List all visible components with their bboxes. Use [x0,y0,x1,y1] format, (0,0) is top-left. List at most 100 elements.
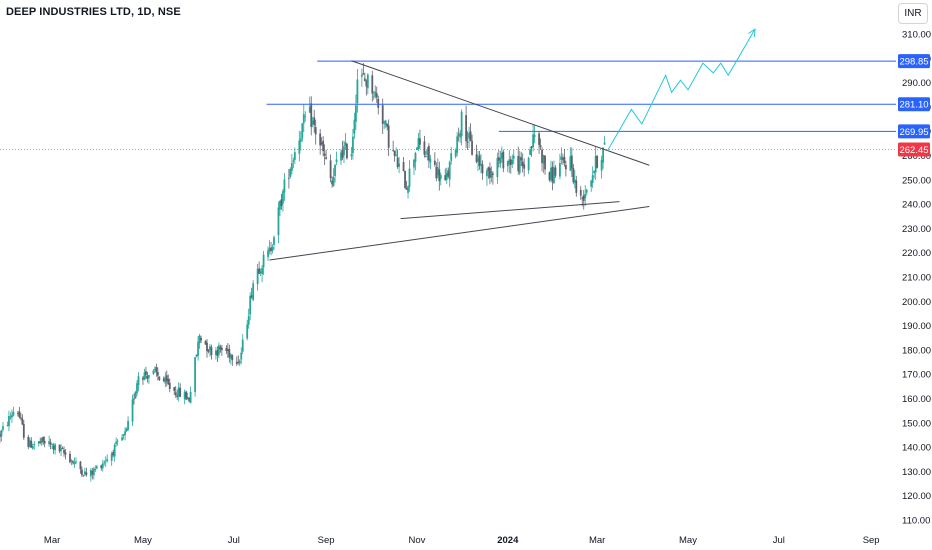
candle-body [366,74,369,89]
candle-body [52,445,55,450]
candle-body [40,438,43,443]
candle-body [146,375,149,379]
candle-body [594,156,597,173]
candle-body [237,361,240,363]
candle-body [346,143,348,159]
candle-body [393,150,396,156]
candle-body [426,149,429,155]
candle-body [58,444,61,452]
candle-body [100,465,103,469]
candle-body [445,173,448,180]
candle-body [155,366,158,373]
candle-body [372,96,375,98]
candle-body [216,350,219,356]
candle-body [497,157,500,161]
candle-body [360,74,363,77]
candle-body [454,150,457,157]
candle-body [106,459,109,461]
candle-body [600,159,603,171]
candle-body [241,339,244,352]
candle-body [137,376,140,386]
candle-body [353,119,356,134]
candle-body [511,159,514,164]
candle-body [290,163,293,171]
candle-body [268,248,271,252]
candle-body [270,247,272,251]
price-badge [898,54,930,69]
candle-body [0,430,3,437]
candle-body [104,461,107,463]
price-badge [898,142,930,157]
candle-body [603,142,606,145]
y-tick-label: 120.00 [902,491,931,502]
candle-body [581,197,584,199]
candle-body [582,195,585,201]
candle-body [499,157,502,164]
candle-body [179,387,182,397]
candle-body [381,105,384,124]
price-badge-label: 262.45 [899,145,928,156]
candle-body [12,411,15,416]
candle-body [457,134,460,136]
candle-body [43,440,46,444]
candle-body [299,138,302,142]
trendline[interactable] [351,60,650,166]
candle-body [325,157,328,159]
candle-body [459,133,462,138]
candle-body [79,461,82,470]
candle-body [500,152,503,159]
candle-body [228,348,231,358]
candle-body [247,316,250,325]
candle-body [277,207,280,236]
candle-body [313,117,316,125]
candle-body [125,428,128,432]
candle-body [302,114,305,124]
candle-body [82,475,85,477]
candle-body [250,295,253,298]
candle-body [95,466,98,469]
candle-body [311,120,314,125]
candle-body [158,376,161,380]
candle-body [115,441,118,445]
candle-body [584,193,587,199]
x-tick-label: Jul [773,535,785,546]
candle-body [392,149,395,151]
currency-button[interactable]: INR [898,3,928,24]
candle-body [183,392,186,399]
y-tick-label: 130.00 [902,467,931,478]
x-axis[interactable]: Mar May Jul Sep Nov 2024 Mar May Jul Sep [44,535,880,546]
candle-body [343,146,345,156]
candle-body [560,156,563,160]
candle-body [103,462,106,464]
candle-body [122,434,125,436]
candle-body [219,346,222,350]
candle-body [469,131,472,141]
candle-body [127,420,129,430]
candle-body [136,383,138,394]
candle-body [2,426,4,430]
candle-body [215,350,217,356]
candle-body [42,436,45,442]
candle-body [283,179,286,193]
candle-body [92,468,95,476]
candle-body [134,391,137,399]
candle-body [352,136,354,154]
trendline[interactable] [269,206,650,261]
candle-body [492,173,494,175]
candle-body [218,345,220,355]
projection-path[interactable] [607,28,756,151]
y-tick-label: 200.00 [902,297,931,308]
candle-body [72,461,74,463]
candle-body [602,147,605,163]
x-tick-label: Mar [44,535,60,546]
candle-body [548,172,551,181]
candle-body [142,377,144,380]
candle-body [407,186,409,193]
candle-body [570,155,573,169]
candle-body [113,444,116,457]
candle-body [258,268,261,274]
trendline[interactable] [400,201,620,220]
candle-body [593,170,596,174]
candle-body [273,237,275,245]
